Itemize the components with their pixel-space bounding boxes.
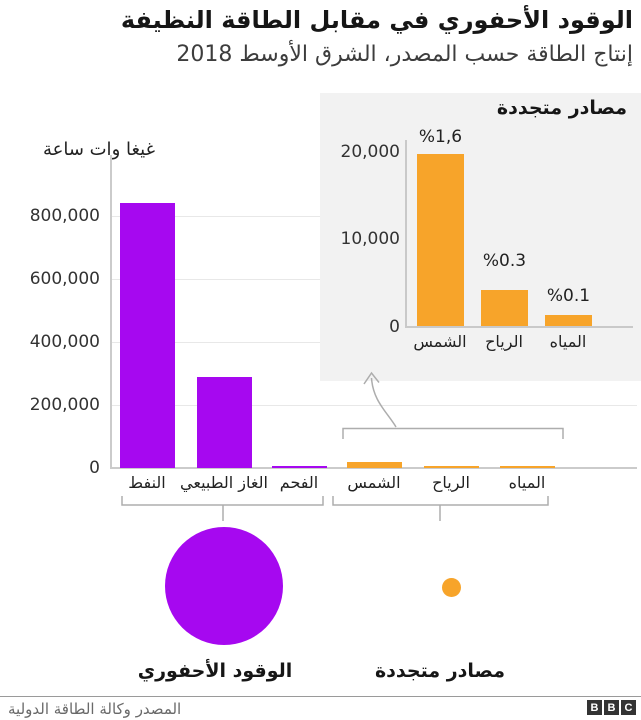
bbc-logo-letter: C [621,700,636,715]
bar-solar [417,153,464,326]
bar-water-main [500,466,555,468]
pct-label-wind: %0.3 [482,251,527,271]
y-tick-800000: 800,000 [29,206,100,226]
inset-x-label-water: المياه [549,332,587,351]
x-label-solar: الشمس [347,473,401,492]
inset-x-axis-line [405,326,633,328]
y-tick-200000: 200,000 [29,395,100,415]
x-label-oil: النفط [128,473,166,492]
inset-y-tick-10000: 10,000 [340,229,400,249]
inset-title: مصادر متجددة [496,97,627,119]
source-credit: المصدر وكالة الطاقة الدولية [8,700,182,718]
y-axis-unit-label: غيغا وات ساعة [42,139,155,160]
x-label-wind: الرياح [432,473,470,492]
inset-y-axis-line [405,140,407,328]
pct-label-water: %0.1 [546,286,591,306]
x-label-water: المياه [508,473,546,492]
inset-x-label-wind: الرياح [485,332,523,351]
bbc-logo-letter: B [604,700,619,715]
bar-coal [272,466,327,468]
fossil-fuels-circle [165,527,283,645]
footer-divider [0,696,641,697]
main-plot-area [110,155,637,468]
inset-panel: مصادر متجددة 20,000 10,000 0 %1,6 %0.3 %… [320,93,641,381]
inset-x-label-solar: الشمس [413,332,467,351]
page-title: الوقود الأحفوري في مقابل الطاقة النظيفة [120,6,633,34]
bar-solar-main [347,461,402,468]
renewables-dot-label: مصادر متجددة [374,660,506,682]
fossil-group-bracket [121,496,324,521]
bar-water [545,314,592,326]
x-axis-line [110,467,637,469]
bbc-logo-letter: B [587,700,602,715]
y-tick-0: 0 [89,458,100,478]
y-axis-line [110,155,112,468]
page-subtitle: إنتاج الطاقة حسب المصدر، الشرق الأوسط 20… [176,42,633,67]
x-label-coal: الفحم [279,473,319,492]
fossil-circle-label: الوقود الأحفوري [137,660,293,682]
inset-plot-area [405,140,633,326]
bar-wind [481,290,528,326]
bar-wind-main [424,466,479,468]
y-tick-400000: 400,000 [29,332,100,352]
y-tick-600000: 600,000 [29,269,100,289]
renewables-dot [442,578,461,597]
x-label-natural-gas: الغاز الطبيعي [180,473,268,492]
renewable-group-bracket [332,496,549,521]
bar-oil [120,203,175,468]
inset-y-tick-0: 0 [389,317,400,337]
bbc-logo: B B C [587,700,636,715]
bar-natural-gas [197,376,252,468]
inset-y-tick-20000: 20,000 [340,142,400,162]
pct-label-solar: %1,6 [418,127,463,147]
